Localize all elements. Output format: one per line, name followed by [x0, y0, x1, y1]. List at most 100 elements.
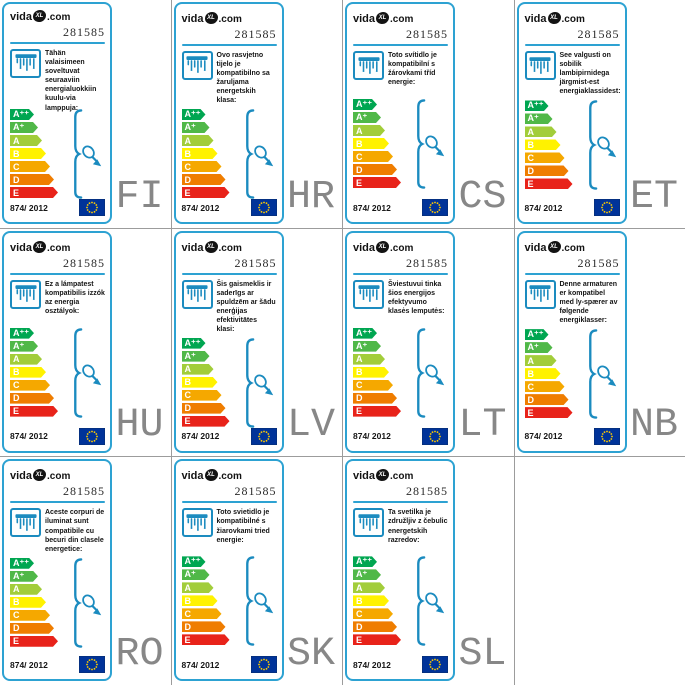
- compatibility-text: Denne armaturen er kompatibel med ly-spæ…: [559, 280, 618, 325]
- energy-arrow-c: C: [10, 380, 50, 391]
- logo-text-vida: vida: [353, 13, 376, 25]
- energy-arrow-app: A⁺⁺: [525, 100, 549, 111]
- energy-arrow-c: C: [182, 390, 222, 401]
- label-footer: 874/ 2012: [182, 199, 277, 216]
- language-code: FI: [115, 174, 164, 220]
- energy-arrow-d: D: [353, 164, 397, 175]
- product-number: 281585: [406, 255, 448, 270]
- energy-label-card: vida XL .com 281585: [516, 2, 627, 224]
- energy-arrow-a: A: [525, 355, 557, 366]
- logo-text-vida: vida: [181, 241, 204, 254]
- energy-arrow-ap: A⁺: [525, 342, 553, 353]
- description-row: Ta svetilka je združljiv z čebulic energ…: [353, 508, 448, 552]
- energy-arrow-ap: A⁺: [182, 351, 210, 362]
- label-cell: vida XL .com 281585: [514, 228, 685, 457]
- energy-label-card: vida XL .com 281585: [2, 230, 112, 453]
- energy-arrow-b: B: [10, 148, 46, 159]
- energy-arrow-e: E: [10, 406, 58, 417]
- regulation-number: 874/ 2012: [353, 202, 391, 213]
- energy-scale: A⁺⁺ A⁺ A B C D E: [353, 328, 448, 418]
- chandelier-icon: [181, 279, 213, 309]
- energy-arrow-c: C: [182, 161, 222, 172]
- energy-arrow-a: A: [353, 125, 385, 136]
- chandelier-icon: [353, 279, 384, 309]
- vidaxl-logo-mark-icon: XL: [547, 12, 561, 24]
- energy-arrow-b: B: [182, 595, 218, 606]
- energy-arrow-a: A: [353, 582, 385, 593]
- vidaxl-logo-mark-icon: XL: [204, 11, 218, 24]
- energy-scale: A⁺⁺ A⁺ A B C D E: [353, 99, 448, 189]
- logo-text-vida: vida: [353, 470, 376, 483]
- energy-arrow-b: B: [353, 138, 389, 149]
- energy-arrow-c: C: [10, 161, 50, 172]
- energy-label-card: vida XL .com 281585: [345, 2, 455, 224]
- label-cell: vida XL .com 281585: [343, 457, 514, 685]
- label-footer: 874/ 2012: [182, 656, 277, 674]
- energy-arrow-d: D: [10, 174, 54, 185]
- language-code: SK: [286, 632, 335, 677]
- bulb-range-icon: [72, 109, 104, 199]
- energy-arrow-b: B: [182, 377, 218, 388]
- product-number: 281585: [63, 255, 105, 270]
- divider-line: [524, 272, 620, 275]
- energy-arrow-c: C: [10, 610, 50, 621]
- regulation-number: 874/ 2012: [524, 431, 563, 442]
- energy-arrow-a: A: [353, 354, 385, 365]
- energy-scale: A⁺⁺ A⁺ A B C D E: [182, 338, 277, 428]
- label-cell: vida XL .com 281585: [343, 228, 514, 457]
- description-row: Toto svítidlo je kompatibilní s žárovkam…: [353, 51, 448, 95]
- vidaxl-logo-mark-icon: XL: [33, 469, 47, 482]
- energy-arrow-c: C: [525, 381, 565, 392]
- energy-arrow-a: A: [10, 584, 42, 595]
- logo-text-vida: vida: [10, 241, 33, 254]
- regulation-number: 874/ 2012: [10, 659, 48, 670]
- divider-line: [181, 43, 277, 46]
- energy-arrow-ap: A⁺: [353, 569, 381, 580]
- logo-text-vida: vida: [524, 241, 547, 254]
- label-cell: vida XL .com 281585: [0, 0, 171, 228]
- energy-label-card: vida XL .com 281585: [173, 2, 284, 224]
- divider-line: [10, 42, 105, 44]
- eu-flag-icon: [250, 427, 277, 445]
- vidaxl-logo-mark-icon: XL: [547, 240, 561, 253]
- bulb-range-icon: [72, 558, 104, 648]
- logo-mark-text: XL: [550, 15, 558, 21]
- energy-scale: A⁺⁺ A⁺ A B C D E: [10, 328, 105, 418]
- energy-arrow-ap: A⁺: [353, 341, 381, 352]
- bulb-range-icon: [244, 109, 276, 199]
- energy-arrow-b: B: [10, 597, 46, 608]
- logo-text-com: .com: [218, 13, 242, 25]
- energy-arrow-b: B: [353, 595, 389, 606]
- description-row: Ovo rasvjetno tijelo je kompatibilno sa …: [181, 50, 277, 105]
- energy-arrow-ap: A⁺: [10, 122, 38, 133]
- logo-text-vida: vida: [10, 470, 33, 483]
- eu-flag-icon: [422, 199, 448, 216]
- energy-arrow-app: A⁺⁺: [353, 328, 377, 339]
- vidaxl-logo: vida XL .com: [182, 239, 277, 254]
- energy-arrow-c: C: [182, 608, 222, 619]
- vidaxl-logo: vida XL .com: [353, 239, 448, 254]
- eu-flag-icon: [250, 656, 277, 674]
- energy-arrow-app: A⁺⁺: [525, 329, 549, 340]
- logo-text-com: .com: [218, 471, 242, 483]
- energy-scale: A⁺⁺ A⁺ A B C D E: [525, 329, 620, 419]
- energy-scale: A⁺⁺ A⁺ A B C D E: [525, 100, 620, 191]
- label-cell: vida XL .com 281585: [171, 0, 342, 228]
- eu-flag-icon: [593, 199, 620, 216]
- label-footer: 874/ 2012: [10, 199, 105, 216]
- energy-class-arrows: A⁺⁺ A⁺ A B C D E: [353, 556, 401, 646]
- energy-scale: A⁺⁺ A⁺ A B C D E: [10, 558, 105, 648]
- language-code: SL: [458, 632, 507, 677]
- regulation-number: 874/ 2012: [353, 431, 391, 442]
- energy-arrow-e: E: [182, 634, 230, 645]
- eu-flag-icon: [593, 427, 620, 445]
- energy-arrow-e: E: [353, 634, 401, 645]
- label-cell: vida XL .com 281585: [514, 0, 685, 228]
- language-code: LV: [286, 403, 335, 449]
- logo-mark-text: XL: [378, 15, 387, 21]
- divider-line: [181, 501, 277, 504]
- compatibility-text: Toto svítidlo je kompatibilní s žárovkam…: [388, 52, 437, 87]
- product-number: 281585: [406, 484, 448, 499]
- chandelier-icon: [181, 50, 213, 80]
- label-footer: 874/ 2012: [525, 199, 620, 216]
